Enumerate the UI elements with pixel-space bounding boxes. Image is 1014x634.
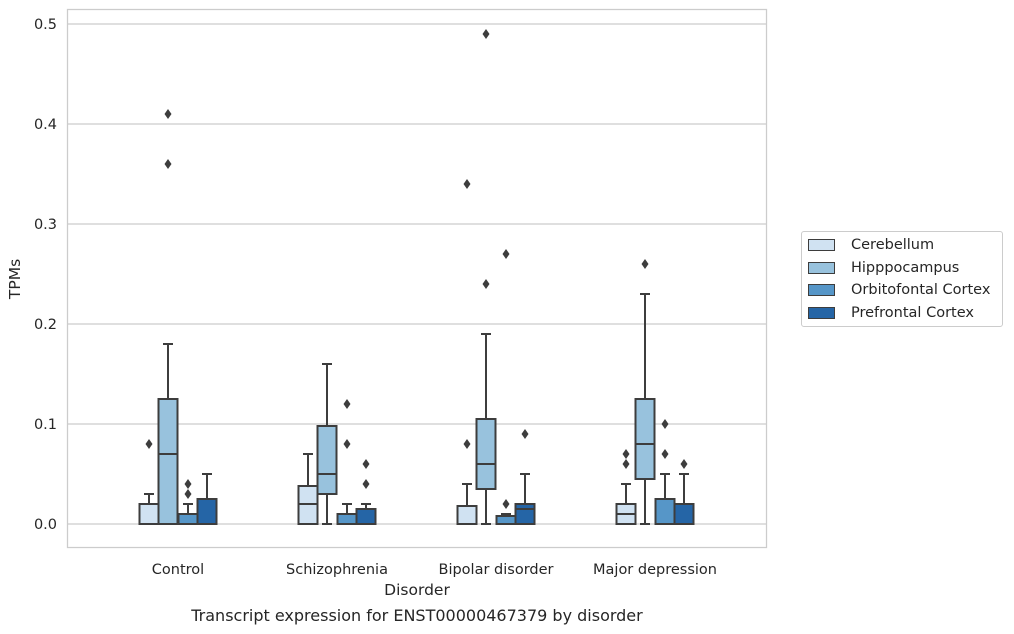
outlier-point — [661, 449, 669, 459]
x-tick-label: Bipolar disorder — [439, 562, 554, 578]
y-tick-label: 0.3 — [34, 217, 57, 233]
y-tick-label: 0.5 — [34, 17, 57, 33]
y-tick-label: 0.0 — [34, 517, 57, 533]
legend-label: Hipppocampus — [851, 259, 960, 276]
box-body — [336, 513, 358, 525]
outlier-point — [622, 449, 630, 459]
plot-frame — [66, 8, 768, 549]
legend-label: Orbitofontal Cortex — [851, 282, 991, 298]
legend: Cerebellum Hipppocampus Orbitofontal Corte… — [801, 231, 1003, 327]
box-cerebellum — [615, 449, 637, 525]
y-tick-label: 0.2 — [34, 317, 57, 333]
box-body — [673, 503, 695, 525]
outlier-point — [502, 249, 510, 259]
outlier-point — [482, 29, 490, 39]
box-hipppocampus — [316, 363, 338, 525]
box-body — [177, 513, 199, 525]
box-orbitofontal-cortex — [654, 419, 676, 525]
outlier-point — [680, 459, 688, 469]
box-body — [634, 398, 656, 480]
outlier-point — [661, 419, 669, 429]
outlier-point — [184, 479, 192, 489]
box-body — [514, 503, 536, 525]
box-orbitofontal-cortex — [495, 249, 517, 525]
box-cerebellum — [138, 439, 160, 525]
outlier-point — [164, 159, 172, 169]
legend-item: Prefrontal Cortex — [808, 304, 974, 322]
y-tick-label: 0.4 — [34, 117, 57, 133]
outlier-point — [502, 499, 510, 509]
box-body — [475, 418, 497, 490]
outlier-point — [362, 459, 370, 469]
box-body — [654, 498, 676, 525]
box-body — [157, 398, 179, 525]
tick-labels: 0.0 0.1 0.2 0.3 0.4 0.5 Control Schizophrenia Bi… — [34, 17, 717, 578]
box-body — [316, 425, 338, 495]
outlier-point — [463, 179, 471, 189]
x-tick-label: Control — [152, 562, 204, 578]
legend-swatch — [808, 284, 835, 296]
box-body — [196, 498, 218, 525]
legend-label: Prefrontal Cortex — [851, 304, 974, 321]
outlier-point — [622, 459, 630, 469]
box-prefrontal-cortex — [355, 459, 377, 525]
x-tick-label: Major depression — [593, 562, 717, 578]
outlier-point — [482, 279, 490, 289]
outlier-point — [463, 439, 471, 449]
legend-label: Cerebellum — [851, 237, 935, 253]
box-orbitofontal-cortex — [177, 479, 199, 525]
legend-item: Orbitofontal Cortex — [808, 281, 990, 299]
box-body — [138, 503, 160, 525]
box-hipppocampus — [475, 29, 497, 525]
box-body — [456, 505, 478, 525]
legend-item: Hipppocampus — [808, 259, 959, 277]
outlier-point — [362, 479, 370, 489]
box-groups — [138, 29, 695, 525]
outlier-point — [343, 399, 351, 409]
x-tick-label: Schizophrenia — [286, 562, 388, 578]
box-hipppocampus — [634, 259, 656, 525]
outlier-point — [145, 439, 153, 449]
box-body — [355, 508, 377, 525]
box-body — [495, 515, 517, 525]
y-tick-label: 0.1 — [34, 417, 57, 433]
outlier-point — [641, 259, 649, 269]
chart-caption: Transcript expression for ENST0000046737… — [191, 606, 643, 625]
outlier-point — [521, 429, 529, 439]
box-prefrontal-cortex — [196, 473, 218, 525]
outlier-point — [164, 109, 172, 119]
legend-swatch — [808, 239, 835, 251]
outlier-point — [184, 489, 192, 499]
legend-swatch — [808, 306, 835, 319]
box-prefrontal-cortex — [514, 429, 536, 525]
box-cerebellum — [297, 453, 319, 525]
y-axis-label: TPMs — [6, 259, 24, 300]
box-hipppocampus — [157, 109, 179, 525]
outlier-point — [343, 439, 351, 449]
box-cerebellum — [456, 179, 478, 525]
x-axis-label: Disorder — [384, 581, 450, 599]
box-prefrontal-cortex — [673, 459, 695, 525]
legend-item: Cerebellum — [808, 236, 934, 254]
legend-swatch — [808, 261, 835, 274]
box-orbitofontal-cortex — [336, 399, 358, 525]
